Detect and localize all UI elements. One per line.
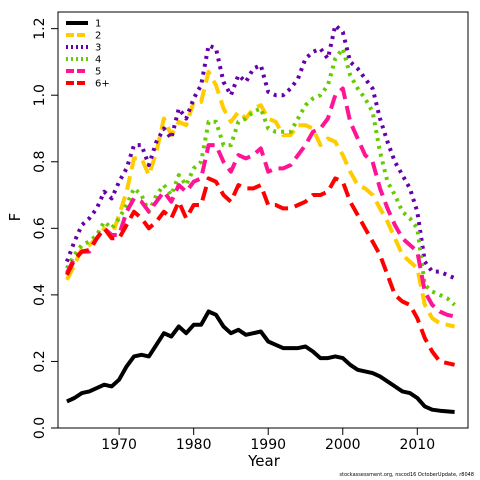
y-tick-label: 0.8 [32, 151, 48, 173]
x-tick-label: 2010 [399, 437, 435, 453]
x-axis: 1970 1980 1990 2000 2010 [101, 427, 435, 453]
x-tick-label: 2000 [325, 437, 361, 453]
series-line-1 [66, 309, 455, 414]
series-line-3 [65, 23, 456, 281]
y-axis-title: F [6, 213, 24, 222]
legend-label: 3 [95, 43, 101, 54]
legend-label: 4 [95, 55, 101, 66]
x-tick-label: 1980 [176, 437, 212, 453]
x-axis-title: Year [247, 452, 281, 470]
series-line-6plus [65, 176, 456, 367]
series-line-2 [65, 69, 456, 329]
y-tick-label: 1.2 [32, 18, 48, 40]
y-tick-label: 0.2 [32, 350, 48, 372]
legend-label: 1 [95, 19, 101, 30]
x-tick-label: 1990 [250, 437, 286, 453]
y-tick-label: 1.0 [32, 84, 48, 106]
y-tick-label: 0.4 [32, 284, 48, 306]
y-axis: 0.0 0.2 0.4 0.6 0.8 1.0 1.2 [32, 18, 59, 439]
legend-label: 6+ [95, 79, 110, 90]
series-line-4 [65, 46, 456, 307]
series-layer [65, 23, 456, 414]
x-tick-label: 1970 [101, 437, 137, 453]
series-line-5 [65, 86, 456, 319]
legend-label: 5 [95, 67, 101, 78]
footnote: stockassessment.org, nscod16 OctoberUpda… [339, 472, 474, 478]
y-tick-label: 0.0 [32, 417, 48, 439]
legend-label: 2 [95, 31, 101, 42]
y-tick-label: 0.6 [32, 217, 48, 239]
